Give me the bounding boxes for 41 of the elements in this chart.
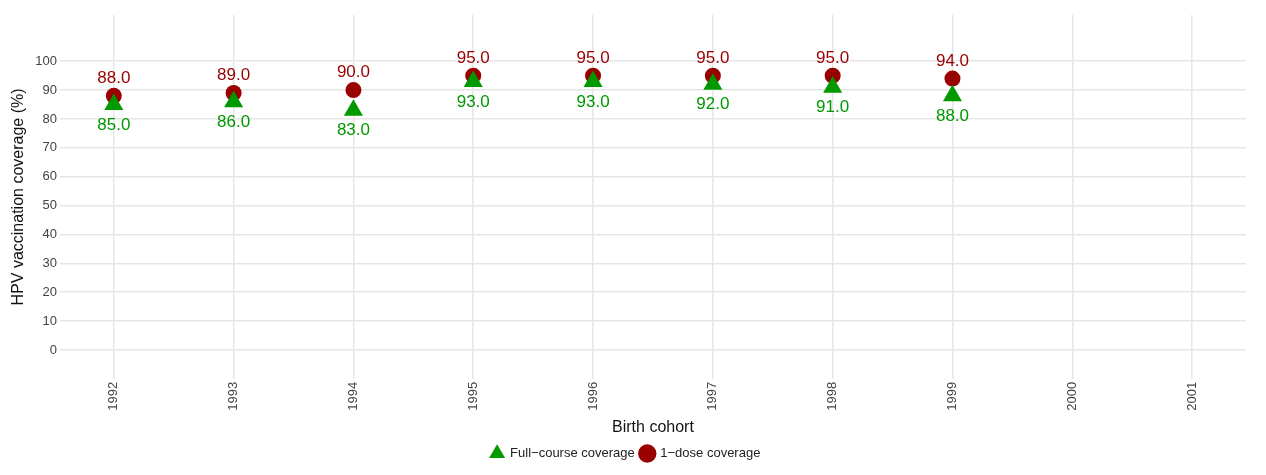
x-tick-label: 2000 bbox=[1063, 381, 1079, 411]
data-label: 90.0 bbox=[336, 62, 370, 82]
data-label: 95.0 bbox=[696, 47, 730, 67]
y-tick-label: 10 bbox=[42, 312, 57, 328]
data-label: 86.0 bbox=[217, 111, 251, 131]
data-label: 85.0 bbox=[97, 114, 131, 134]
y-tick-label: 100 bbox=[35, 52, 57, 68]
x-tick-label: 1993 bbox=[225, 381, 241, 411]
x-tick-label: 2001 bbox=[1183, 381, 1199, 411]
y-tick-label: 40 bbox=[42, 226, 57, 242]
y-tick-label: 50 bbox=[42, 197, 57, 213]
data-label: 94.0 bbox=[935, 50, 970, 70]
y-tick-label: 90 bbox=[42, 81, 57, 97]
x-tick-label: 1999 bbox=[944, 381, 960, 411]
data-label: 93.0 bbox=[456, 91, 490, 111]
legend-label: 1−dose coverage bbox=[660, 445, 761, 461]
x-tick-label: 1996 bbox=[584, 381, 600, 411]
data-label: 93.0 bbox=[576, 91, 610, 111]
data-label: 88.0 bbox=[935, 106, 970, 126]
legend-label: Full−course coverage bbox=[510, 445, 635, 461]
x-tick-label: 1998 bbox=[824, 381, 840, 411]
x-tick-label: 1992 bbox=[105, 381, 121, 411]
data-label: 95.0 bbox=[576, 47, 610, 67]
data-label: 88.0 bbox=[97, 68, 131, 88]
data-label: 89.0 bbox=[217, 65, 251, 85]
x-axis-title: Birth cohort bbox=[612, 417, 695, 435]
data-label: 92.0 bbox=[696, 94, 730, 114]
x-tick-label: 1994 bbox=[345, 381, 360, 411]
x-tick-label: 1997 bbox=[704, 381, 720, 411]
x-tick-label: 1995 bbox=[464, 381, 480, 411]
y-tick-label: 80 bbox=[42, 110, 57, 126]
y-tick-label: 30 bbox=[42, 254, 57, 270]
y-tick-label: 60 bbox=[42, 168, 57, 184]
y-tick-label: 20 bbox=[42, 283, 57, 299]
y-tick-label: 70 bbox=[42, 139, 57, 155]
data-label: 91.0 bbox=[816, 97, 850, 117]
data-label: 83.0 bbox=[336, 120, 370, 140]
data-label: 95.0 bbox=[456, 47, 490, 67]
data-label: 95.0 bbox=[816, 47, 850, 67]
y-axis-title: HPV vaccination coverage (%) bbox=[9, 88, 27, 306]
y-tick-label: 0 bbox=[49, 341, 57, 357]
